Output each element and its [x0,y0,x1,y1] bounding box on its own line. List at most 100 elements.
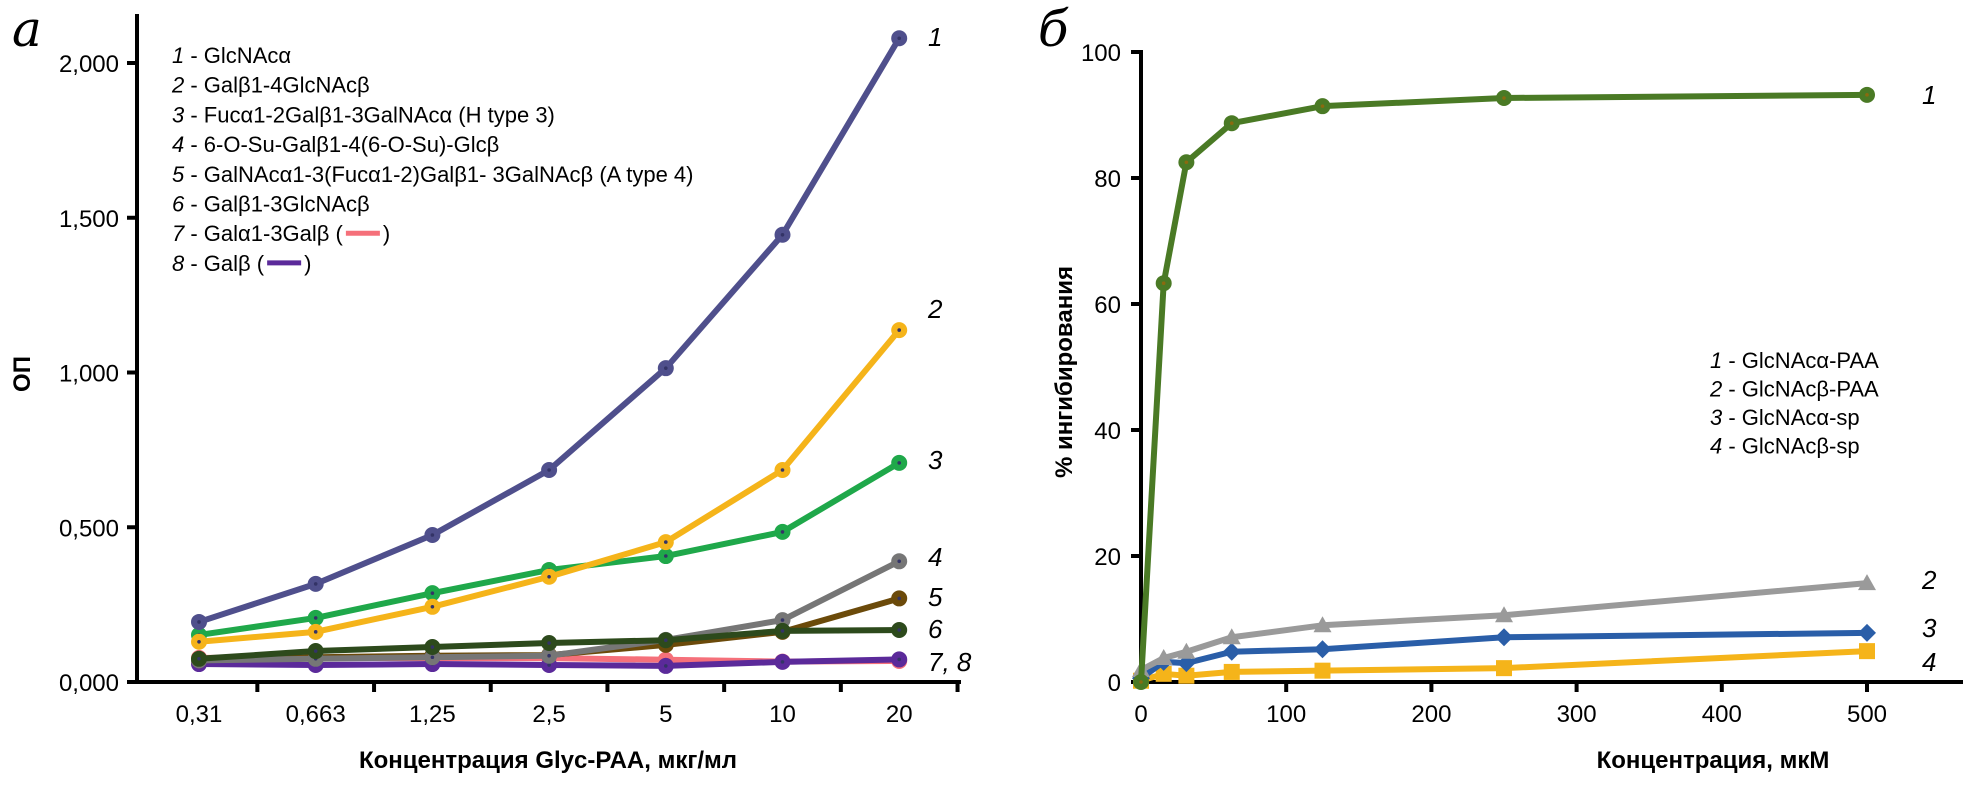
data-point-center [1865,93,1869,97]
x-tick-label-a: 1,25 [409,701,456,728]
x-tick-label-b: 0 [1134,701,1147,728]
legend-item-a: 1 - GlcNAcα [172,43,291,68]
data-point-center [897,596,901,601]
data-point-4 [1859,643,1875,660]
legend-item-a: 7 - Galα1-3Galβ ( [172,221,344,246]
chart-a: а ОП Концентрация Glyc-PAA, мкг/мл 0,000… [9,0,972,774]
data-point-center [430,655,435,660]
legend-item-a: 6 - Galβ1-3GlcNAcβ [172,192,370,217]
data-point-center [780,618,785,622]
data-point-2 [1495,606,1513,623]
x-tick-label-b: 400 [1702,701,1742,728]
data-point-center [313,649,318,653]
series-tag-a: 2 [927,294,943,324]
series-tag-b: 2 [1921,565,1937,595]
y-tick-label-a: 0,500 [59,515,119,542]
y-axis-title-b: % ингибирования [1051,266,1078,478]
legend-item-a: 2 - Galβ1-4GlcNAcβ [171,73,370,98]
legend-item-b: 2 - GlcNAcβ-PAA [1709,377,1879,402]
legend-item-b: 1 - GlcNAcα-PAA [1710,348,1879,373]
x-axis-title-b: Концентрация, мкМ [1597,747,1830,774]
legend-number: 8 [172,251,185,276]
y-tick-label-a: 0,000 [59,670,119,697]
y-tick-label-b: 60 [1094,292,1121,319]
series-tag-a: 3 [928,445,943,475]
legend-label: - GlcNAcα-sp [1722,405,1859,430]
data-point-center [547,574,551,579]
data-point-center [1161,281,1166,286]
data-point-3 [1313,640,1332,659]
panel-letter-a: а [12,0,42,58]
x-tick-label-b: 500 [1847,701,1887,728]
x-tick-label-a: 0,31 [176,701,223,728]
legend-label: - GlcNAcβ-PAA [1722,377,1879,402]
legend-item-a: 4 - 6-O-Su-Galβ1-4(6-O-Su)-Glcβ [172,132,499,157]
data-point-2 [1154,649,1173,666]
y-tick-label-b: 40 [1094,418,1121,445]
data-point-center [664,638,668,643]
legend-label: - GalNAcα1-3(Fucα1-2)Galβ1- 3GalNAcβ (A … [184,162,693,187]
data-point-2 [1858,574,1876,591]
legend-number: 2 [1709,377,1722,402]
legend-number: 6 [172,192,185,217]
chart-b: б % ингибирования Концентрация, мкМ 0204… [1038,0,1963,774]
x-tick-label-a: 20 [886,701,913,728]
data-point-center [1184,160,1189,165]
legend-label: - Galβ1-4GlcNAcβ [184,73,369,98]
data-point-center [897,461,901,465]
legend-item-a: 5 - GalNAcα1-3(Fucα1-2)Galβ1- 3GalNAcβ (… [172,162,693,187]
data-point-4 [1496,660,1512,677]
data-point-center [780,232,785,237]
data-point-center [547,468,551,472]
x-tick-label-b: 300 [1557,701,1597,728]
series-tag-a: 6 [928,614,943,644]
x-tick-label-b: 200 [1411,701,1451,728]
data-point-2 [1313,616,1332,633]
legend-item-a: 8 - Galβ ( [172,251,265,276]
series-2 [191,322,908,650]
data-point-3 [1222,642,1241,661]
data-point-center [313,616,318,620]
x-tick-label-b: 100 [1266,701,1306,728]
legend-label: - 6-O-Su-Galβ1-4(6-O-Su)-Glcβ [184,132,499,157]
series-1 [191,30,908,630]
legend-number: 4 [172,132,184,157]
data-point-3 [1858,623,1876,642]
data-point-center [547,663,551,667]
y-tick-label-a: 1,000 [59,361,119,388]
data-point-center [897,559,901,564]
y-tick-label-b: 80 [1094,166,1121,193]
data-point-4 [1155,665,1172,682]
data-point-center [780,660,785,664]
series-line-3 [198,460,901,638]
legend-number: 4 [1710,434,1722,459]
legend-label: - Galβ1-3GlcNAcβ [184,192,369,217]
series-tag-b: 4 [1922,647,1936,677]
legend-label: - Fucα1-2Galβ1-3GalNAcα (H type 3) [184,102,555,127]
series-tag-a: 5 [928,582,943,612]
data-point-4 [1223,663,1240,680]
legend-item-b: 4 - GlcNAcβ-sp [1710,434,1860,459]
series-line-2 [198,328,902,645]
x-tick-label-a: 10 [769,701,796,728]
data-point-center [897,36,901,41]
data-point-center [1229,121,1234,125]
legend-paren: ) [304,251,311,276]
data-point-center [197,639,201,644]
legend-number: 2 [171,73,184,98]
legend-number: 1 [1710,348,1722,373]
legend-paren: ) [383,221,390,246]
data-point-center [1320,104,1325,108]
y-tick-label-b: 100 [1081,40,1121,67]
y-axis-title-a: ОП [9,356,36,392]
y-tick-label-a: 1,500 [59,206,119,233]
data-point-center [547,653,551,658]
data-point-center [1139,680,1143,684]
y-tick-label-b: 0 [1108,670,1121,697]
x-tick-label-a: 0,663 [286,701,346,728]
y-tick-label-a: 2,000 [59,51,119,78]
data-point-center [897,628,901,632]
legend-label: - Galβ ( [184,251,265,276]
series-tag-b: 3 [1922,613,1937,643]
legend-item-b: 3 - GlcNAcα-sp [1710,405,1860,430]
